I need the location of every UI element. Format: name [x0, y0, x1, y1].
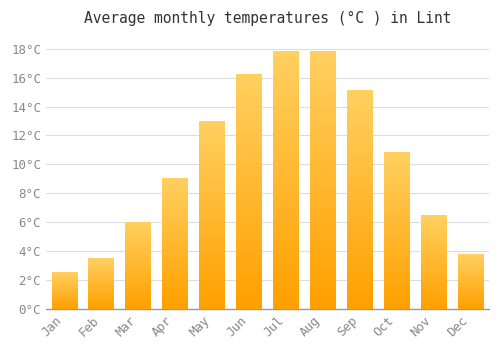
Title: Average monthly temperatures (°C ) in Lint: Average monthly temperatures (°C ) in Li…	[84, 11, 451, 26]
